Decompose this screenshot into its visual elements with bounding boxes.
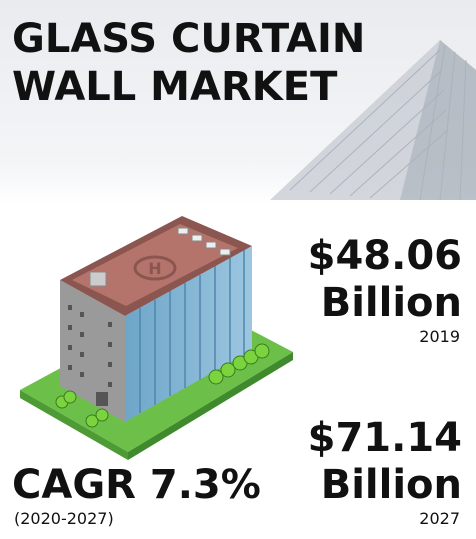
value-year: 2019 [419, 327, 460, 346]
value-amount: $71.14 [308, 415, 462, 461]
svg-text:H: H [148, 259, 161, 278]
value-unit: Billion [321, 280, 462, 326]
title-line: GLASS CURTAIN [12, 16, 365, 62]
value-year: 2027 [419, 509, 460, 528]
value-unit: Billion [321, 462, 462, 508]
value-amount: $48.06 [308, 233, 462, 279]
cagr-label: CAGR 7.3% [12, 462, 261, 508]
building-illustration: H [20, 216, 293, 460]
title-line: WALL MARKET [12, 64, 338, 110]
skyscraper-photo [270, 40, 476, 201]
cagr-period: (2020-2027) [14, 509, 114, 528]
